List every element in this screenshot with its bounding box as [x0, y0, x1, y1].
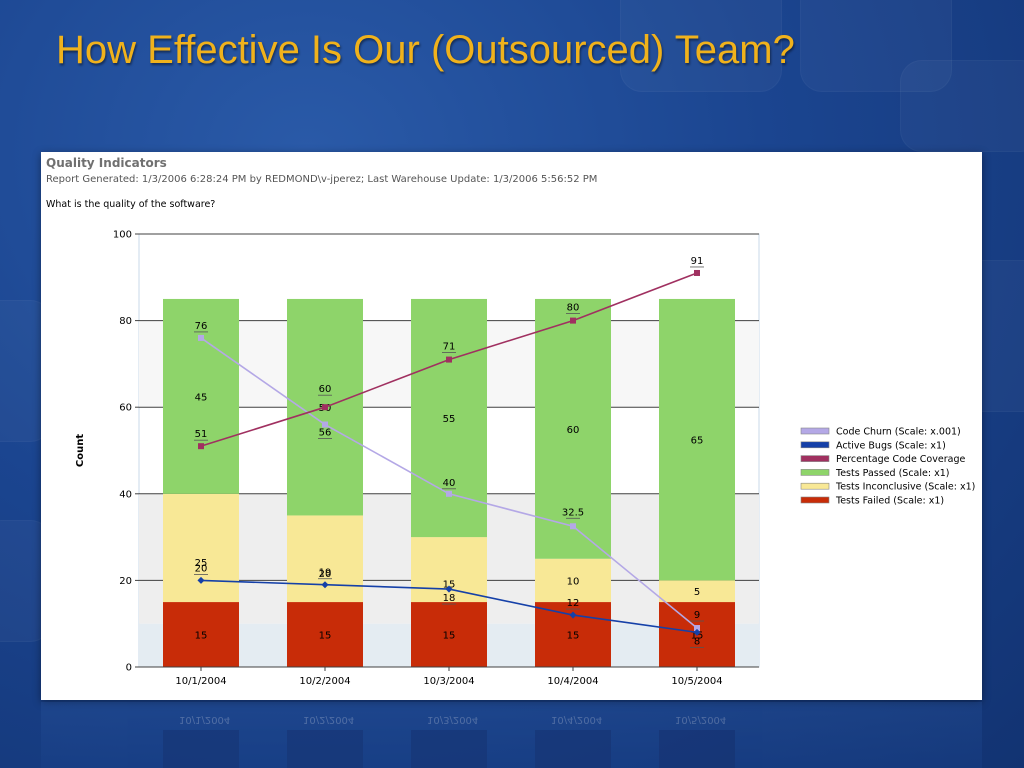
reflection-bar [287, 730, 363, 768]
legend-swatch [800, 482, 830, 490]
legend-label: Active Bugs (Scale: x1) [836, 440, 946, 451]
bar-segment [163, 493, 239, 603]
line-data-label: 8 [694, 636, 700, 647]
line-data-label: 18 [443, 593, 456, 604]
series-point [322, 421, 328, 428]
series-point [445, 585, 453, 593]
series-point [570, 317, 576, 324]
bar-data-label: 15 [567, 631, 580, 642]
legend-swatch [800, 455, 830, 462]
x-tick-label: 10/4/2004 [547, 676, 598, 687]
bar-data-label: 15 [443, 631, 456, 642]
line-data-label: 12 [567, 598, 580, 609]
series-point [446, 490, 452, 497]
reflection-tick-label: 10/4/2004 [551, 714, 603, 725]
report-title: Quality Indicators [46, 156, 167, 170]
line-data-label: 20 [195, 563, 208, 574]
reflection-bar [535, 730, 611, 768]
y-axis-label: Count [75, 434, 86, 467]
bar-segment [287, 515, 363, 603]
legend-label: Percentage Code Coverage [836, 454, 965, 465]
series-point [321, 581, 329, 589]
series-point [198, 443, 204, 450]
report-question: What is the quality of the software? [46, 199, 216, 210]
reflection-tick-label: 10/3/2004 [427, 714, 479, 725]
series-point [694, 269, 700, 276]
bar-data-label: 15 [319, 631, 332, 642]
y-tick-label: 0 [126, 663, 132, 674]
bar-segment [411, 602, 487, 667]
bar-segment [659, 580, 735, 603]
bar-data-label: 60 [567, 425, 580, 436]
bar-segment [535, 558, 611, 603]
series-point [446, 356, 452, 363]
bar-data-label: 5 [694, 587, 700, 598]
line-data-label: 76 [195, 321, 208, 332]
report-panel: Quality Indicators Report Generated: 1/3… [41, 152, 982, 700]
series-point [694, 625, 700, 632]
legend-swatch [800, 496, 830, 504]
x-tick-label: 10/5/2004 [671, 676, 722, 687]
bar-segment [659, 298, 735, 581]
legend-swatch [800, 469, 830, 476]
bar-data-label: 65 [691, 436, 704, 447]
reflection-tick-label: 10/2/2004 [303, 714, 355, 725]
line-data-label: 60 [319, 384, 332, 395]
reflection-tick-label: 10/5/2004 [675, 714, 727, 725]
series-point [570, 523, 576, 530]
line-data-label: 56 [319, 428, 332, 439]
slide-title: How Effective Is Our (Outsourced) Team? [56, 28, 795, 72]
legend-label: Tests Failed (Scale: x1) [835, 496, 944, 507]
line-data-label: 71 [443, 342, 456, 353]
line-data-label: 40 [443, 478, 456, 489]
bar-data-label: 45 [195, 392, 208, 403]
line-data-label: 9 [694, 610, 700, 621]
bar-data-label: 25 [195, 558, 208, 569]
reflection-bar [411, 730, 487, 768]
bar-data-label: 10 [567, 576, 580, 587]
bar-data-label: 15 [691, 631, 704, 642]
legend-swatch [800, 441, 830, 449]
reflection-bar [163, 730, 239, 768]
slide-reflection: 10/1/2004 10/2/2004 10/3/2004 10/4/2004 10/5… [41, 702, 982, 768]
legend-label: Tests Passed (Scale: x1) [835, 468, 949, 479]
bar-data-label: 15 [443, 580, 456, 591]
bar-data-label: 55 [443, 414, 456, 425]
bar-segment [411, 298, 487, 538]
y-tick-label: 40 [119, 489, 132, 500]
y-tick-label: 80 [119, 316, 132, 327]
bar-segment [163, 602, 239, 667]
y-tick-label: 20 [119, 576, 132, 587]
line-data-label: 19 [319, 568, 332, 579]
x-tick-label: 10/2/2004 [299, 676, 350, 687]
line-data-label: 91 [691, 256, 704, 267]
bar-segment [535, 298, 611, 559]
y-tick-label: 100 [113, 230, 132, 241]
legend-label: Tests Inconclusive (Scale: x1) [835, 482, 975, 493]
legend-label: Code Churn (Scale: x.001) [836, 427, 961, 438]
bar-segment [287, 602, 363, 667]
series-point [693, 628, 701, 636]
series-point [198, 334, 204, 341]
quality-chart: 020406080100Count15151515152520151054550… [75, 230, 975, 688]
reflection-tick-label: 10/1/2004 [179, 714, 231, 725]
bar-data-label: 20 [319, 569, 332, 580]
y-tick-label: 60 [119, 403, 132, 414]
legend-swatch [800, 427, 830, 435]
line-data-label: 80 [567, 303, 580, 314]
report-meta: Report Generated: 1/3/2006 6:28:24 PM by… [46, 174, 598, 185]
line-data-label: 51 [195, 429, 208, 440]
bar-data-label: 15 [195, 631, 208, 642]
series-point [322, 404, 328, 411]
bar-segment [163, 298, 239, 494]
line-data-label: 32.5 [562, 507, 584, 518]
x-tick-label: 10/3/2004 [423, 676, 474, 687]
reflection-bar [659, 730, 735, 768]
series-point [569, 611, 577, 619]
x-tick-label: 10/1/2004 [175, 676, 226, 687]
